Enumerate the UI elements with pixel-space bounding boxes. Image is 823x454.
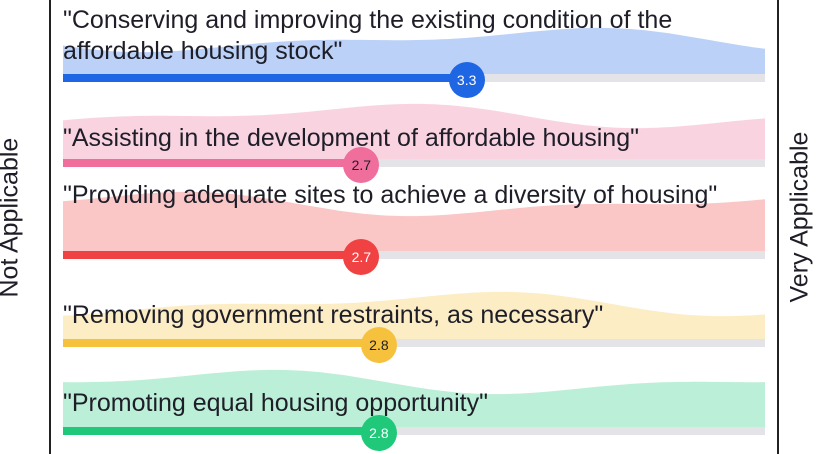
statement-label: "Removing government restraints, as nece…	[63, 301, 604, 329]
distribution-wave	[63, 27, 765, 78]
distribution-wave	[63, 103, 765, 163]
value-badge: 2.8	[360, 327, 397, 363]
value-badge: 2.7	[343, 147, 380, 183]
statement-label: "Conserving and improving the existing c…	[63, 6, 673, 65]
bar-track	[63, 251, 765, 259]
value-badge: 2.8	[360, 415, 397, 451]
distribution-wave	[63, 291, 765, 343]
max-label: Very Applicable	[785, 131, 814, 303]
value-badge: 2.7	[343, 239, 380, 275]
statement-label: "Promoting equal housing opportunity"	[63, 389, 488, 417]
distribution-wave	[63, 369, 765, 431]
bar	[63, 74, 467, 82]
bar	[63, 159, 362, 167]
min-label: Not Applicable	[0, 137, 24, 298]
distribution-wave	[63, 191, 765, 255]
value-badge: 3.3	[448, 62, 485, 98]
statement-label: "Assisting in the development of afforda…	[63, 124, 639, 152]
bar	[63, 427, 379, 435]
bar-track	[63, 339, 765, 347]
statement-label: "Providing adequate sites to achieve a d…	[63, 181, 718, 209]
bar	[63, 251, 362, 259]
bar-track	[63, 159, 765, 167]
bar	[63, 339, 379, 347]
bar-track	[63, 427, 765, 435]
